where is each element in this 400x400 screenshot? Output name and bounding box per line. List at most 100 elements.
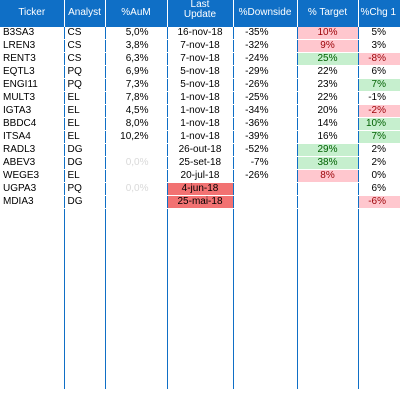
empty-cell[interactable] [64, 269, 106, 281]
ticker-cell[interactable]: RENT3 [0, 52, 65, 66]
empty-cell[interactable] [0, 329, 65, 341]
empty-cell[interactable] [64, 377, 106, 389]
downside-cell[interactable]: -29% [233, 65, 298, 79]
empty-cell[interactable] [167, 341, 234, 353]
target-cell[interactable] [297, 195, 359, 209]
aum-cell[interactable] [105, 195, 168, 209]
last-update-cell[interactable]: 5-nov-18 [167, 78, 234, 92]
last-update-cell[interactable]: 4-jun-18 [167, 182, 234, 196]
analyst-cell[interactable]: DG [64, 143, 106, 157]
empty-cell[interactable] [64, 317, 106, 329]
empty-cell[interactable] [358, 305, 400, 317]
empty-cell[interactable] [0, 341, 65, 353]
empty-cell[interactable] [0, 269, 65, 281]
empty-cell[interactable] [0, 305, 65, 317]
analyst-cell[interactable]: EL [64, 130, 106, 144]
empty-cell[interactable] [297, 221, 359, 233]
empty-cell[interactable] [297, 233, 359, 245]
ticker-cell[interactable]: MDIA3 [0, 195, 65, 209]
empty-cell[interactable] [0, 233, 65, 245]
aum-cell[interactable]: 3,8% [105, 39, 168, 53]
aum-cell[interactable]: 10,2% [105, 130, 168, 144]
empty-cell[interactable] [358, 293, 400, 305]
empty-cell[interactable] [167, 377, 234, 389]
empty-cell[interactable] [358, 245, 400, 257]
target-cell[interactable]: 10% [297, 27, 359, 40]
empty-cell[interactable] [297, 365, 359, 377]
downside-cell[interactable]: -24% [233, 52, 298, 66]
empty-cell[interactable] [105, 281, 168, 293]
empty-cell[interactable] [0, 293, 65, 305]
downside-cell[interactable]: -39% [233, 130, 298, 144]
empty-cell[interactable] [358, 353, 400, 365]
empty-cell[interactable] [167, 305, 234, 317]
chg-cell[interactable]: -2% [358, 104, 400, 118]
downside-cell[interactable]: -25% [233, 91, 298, 105]
empty-cell[interactable] [167, 208, 234, 221]
empty-cell[interactable] [0, 377, 65, 389]
downside-cell[interactable]: -35% [233, 27, 298, 40]
empty-cell[interactable] [358, 341, 400, 353]
empty-cell[interactable] [105, 208, 168, 221]
empty-cell[interactable] [167, 269, 234, 281]
empty-cell[interactable] [0, 353, 65, 365]
aum-cell[interactable] [105, 169, 168, 183]
analyst-cell[interactable]: EL [64, 117, 106, 131]
empty-cell[interactable] [0, 245, 65, 257]
empty-cell[interactable] [64, 329, 106, 341]
empty-cell[interactable] [297, 293, 359, 305]
last-update-cell[interactable]: 1-nov-18 [167, 104, 234, 118]
empty-cell[interactable] [105, 233, 168, 245]
empty-cell[interactable] [105, 341, 168, 353]
empty-cell[interactable] [297, 341, 359, 353]
empty-cell[interactable] [0, 281, 65, 293]
empty-cell[interactable] [233, 245, 298, 257]
empty-cell[interactable] [233, 281, 298, 293]
empty-cell[interactable] [0, 208, 65, 221]
empty-cell[interactable] [64, 245, 106, 257]
downside-cell[interactable]: -7% [233, 156, 298, 170]
empty-cell[interactable] [233, 365, 298, 377]
ticker-cell[interactable]: ENGI11 [0, 78, 65, 92]
empty-cell[interactable] [297, 208, 359, 221]
empty-cell[interactable] [297, 305, 359, 317]
empty-cell[interactable] [358, 365, 400, 377]
chg-cell[interactable]: 7% [358, 130, 400, 144]
chg-cell[interactable]: 6% [358, 182, 400, 196]
empty-cell[interactable] [297, 329, 359, 341]
empty-cell[interactable] [233, 221, 298, 233]
aum-cell[interactable]: 7,8% [105, 91, 168, 105]
analyst-cell[interactable]: EL [64, 169, 106, 183]
empty-cell[interactable] [233, 257, 298, 269]
empty-cell[interactable] [167, 365, 234, 377]
analyst-cell[interactable]: DG [64, 156, 106, 170]
empty-cell[interactable] [233, 305, 298, 317]
empty-cell[interactable] [105, 365, 168, 377]
ticker-cell[interactable]: B3SA3 [0, 27, 65, 40]
chg-cell[interactable]: 6% [358, 65, 400, 79]
target-cell[interactable]: 29% [297, 143, 359, 157]
empty-cell[interactable] [167, 233, 234, 245]
last-update-cell[interactable]: 5-nov-18 [167, 65, 234, 79]
empty-cell[interactable] [64, 341, 106, 353]
ticker-cell[interactable]: ITSA4 [0, 130, 65, 144]
target-cell[interactable]: 20% [297, 104, 359, 118]
aum-cell[interactable]: 0,0% [105, 182, 168, 196]
empty-cell[interactable] [358, 257, 400, 269]
last-update-cell[interactable]: 1-nov-18 [167, 117, 234, 131]
analyst-cell[interactable]: PQ [64, 182, 106, 196]
empty-cell[interactable] [358, 269, 400, 281]
ticker-cell[interactable]: MULT3 [0, 91, 65, 105]
ticker-cell[interactable]: LREN3 [0, 39, 65, 53]
empty-cell[interactable] [167, 257, 234, 269]
last-update-cell[interactable]: 20-jul-18 [167, 169, 234, 183]
chg-cell[interactable]: 7% [358, 78, 400, 92]
header-downside[interactable]: %Downside [233, 0, 298, 27]
empty-cell[interactable] [0, 257, 65, 269]
chg-cell[interactable]: -6% [358, 195, 400, 209]
downside-cell[interactable]: -52% [233, 143, 298, 157]
empty-cell[interactable] [64, 208, 106, 221]
ticker-cell[interactable]: ABEV3 [0, 156, 65, 170]
empty-cell[interactable] [64, 365, 106, 377]
empty-cell[interactable] [167, 293, 234, 305]
